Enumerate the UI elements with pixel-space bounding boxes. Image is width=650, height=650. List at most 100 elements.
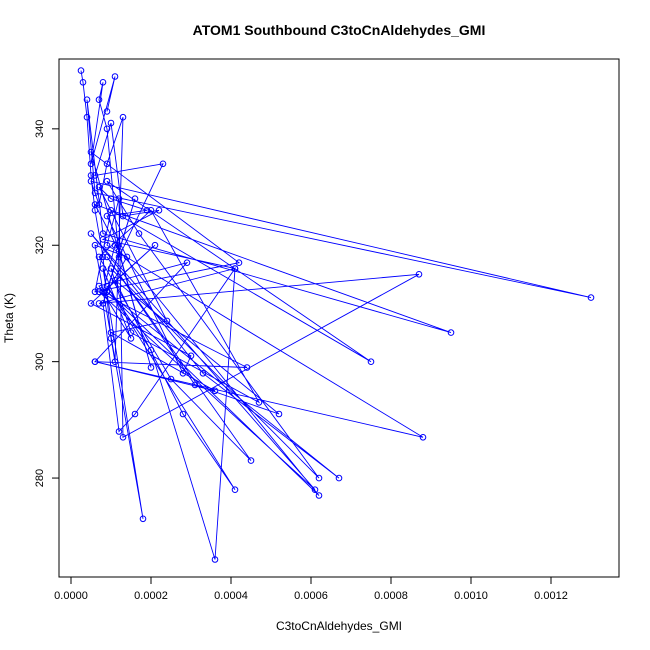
data-point <box>103 160 111 168</box>
data-point <box>95 96 103 103</box>
y-tick-label: 340 <box>34 120 46 138</box>
data-point <box>179 370 187 377</box>
y-tick-label: 320 <box>34 236 46 254</box>
data-point <box>103 177 111 185</box>
data-point <box>187 352 195 360</box>
y-tick-label: 300 <box>34 352 46 370</box>
data-point <box>255 399 263 406</box>
data-point <box>231 486 239 494</box>
data-point <box>91 189 99 197</box>
data-point <box>103 212 111 220</box>
x-tick-label: 0.0008 <box>374 590 408 602</box>
x-tick-label: 0.0004 <box>214 590 248 602</box>
data-point <box>103 241 111 249</box>
x-axis-label: C3toCnAldehydes_GMI <box>276 619 402 633</box>
data-point <box>415 271 423 278</box>
data-point <box>95 201 103 208</box>
data-point <box>151 241 159 249</box>
data-point <box>83 96 91 103</box>
data-point <box>179 410 187 418</box>
data-point <box>87 177 95 185</box>
data-point <box>111 276 119 284</box>
x-tick-label: 0.0010 <box>454 590 488 602</box>
data-point <box>111 241 119 249</box>
data-point <box>87 230 95 237</box>
data-point <box>95 183 103 191</box>
data-point <box>143 207 151 214</box>
data-point <box>243 364 251 371</box>
data-point <box>135 230 143 237</box>
data-point <box>447 329 455 336</box>
data-point <box>103 108 111 115</box>
data-point <box>587 294 595 301</box>
data-point <box>103 253 111 261</box>
series-lines <box>80 70 592 560</box>
data-point <box>139 515 147 523</box>
data-point <box>155 207 163 214</box>
chart-title: ATOM1 Southbound C3toCnAldehydes_GMI <box>193 22 486 38</box>
data-point <box>99 300 107 307</box>
data-point <box>127 335 135 342</box>
data-point <box>79 79 87 86</box>
data-point <box>99 265 107 272</box>
data-point <box>199 370 207 377</box>
data-point <box>119 113 127 121</box>
data-point <box>315 474 323 482</box>
data-point <box>111 358 119 366</box>
data-point <box>211 556 219 563</box>
data-point <box>275 410 283 418</box>
data-point <box>147 346 155 354</box>
data-point <box>167 375 175 383</box>
data-point <box>91 241 99 249</box>
data-point <box>123 253 131 261</box>
x-tick-label: 0.0002 <box>134 590 168 602</box>
x-tick-label: 0.0012 <box>534 590 568 602</box>
data-point <box>103 288 111 296</box>
data-point <box>107 195 115 202</box>
data-point <box>99 236 107 243</box>
data-point <box>87 160 95 168</box>
data-point <box>231 265 239 272</box>
data-point <box>83 113 91 121</box>
data-point <box>91 201 99 208</box>
data-point <box>335 474 343 482</box>
data-point <box>119 212 127 220</box>
data-point <box>99 288 107 296</box>
series-line <box>80 70 592 560</box>
data-point <box>419 434 427 441</box>
data-point <box>107 119 115 127</box>
data-point <box>131 195 139 202</box>
x-axis: 0.0000 0.0002 0.0004 0.0006 0.0008 0.0010 0.00… <box>54 576 568 602</box>
data-point <box>91 288 99 296</box>
data-point <box>77 67 85 74</box>
series-points <box>77 67 595 563</box>
data-point <box>247 457 255 464</box>
data-point <box>211 387 219 395</box>
y-axis: 280 300 320 340 <box>34 120 60 487</box>
data-point <box>115 195 123 202</box>
data-point <box>115 253 123 261</box>
data-point <box>111 73 119 80</box>
data-point <box>311 486 319 494</box>
data-point <box>163 317 171 325</box>
data-point <box>91 172 99 179</box>
x-tick-label: 0.0006 <box>294 590 328 602</box>
data-point <box>99 253 107 261</box>
data-point <box>107 329 115 336</box>
data-point <box>131 410 139 418</box>
y-tick-label: 280 <box>34 469 46 487</box>
data-point <box>315 492 323 499</box>
data-point <box>87 148 95 156</box>
data-point <box>367 358 375 366</box>
x-tick-label: 0.0000 <box>54 590 88 602</box>
data-point <box>115 428 123 435</box>
data-point <box>103 125 111 133</box>
data-point <box>147 207 155 214</box>
data-point <box>119 434 127 441</box>
data-point <box>147 364 155 371</box>
data-point <box>95 300 103 307</box>
data-point <box>235 259 243 267</box>
data-point <box>99 79 107 86</box>
data-point <box>183 259 191 267</box>
